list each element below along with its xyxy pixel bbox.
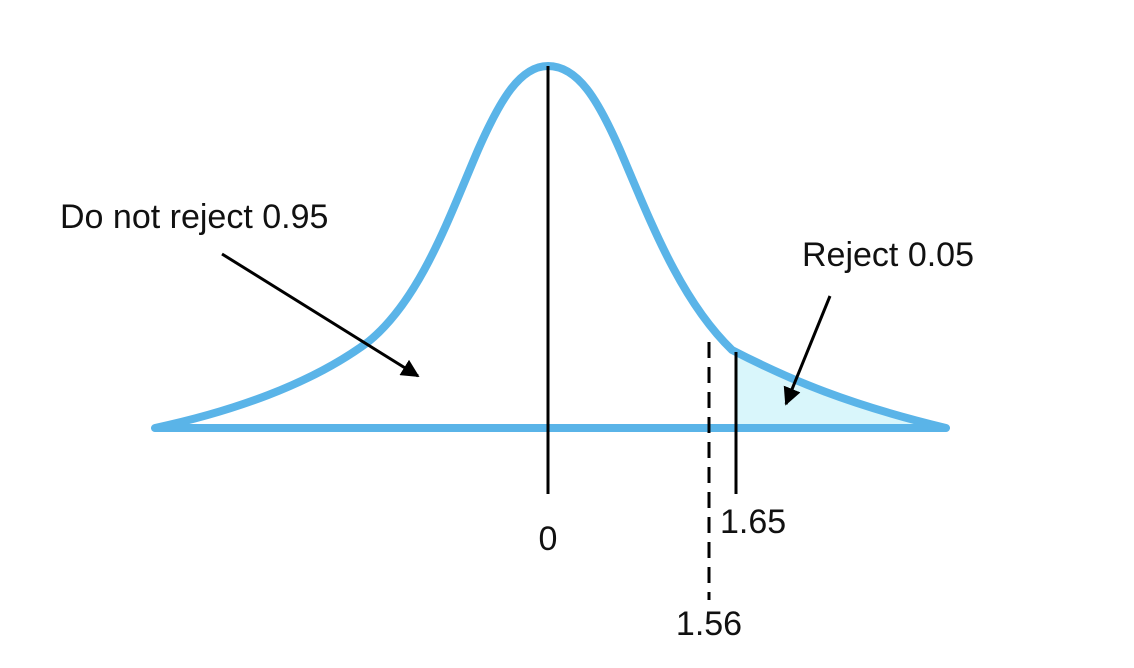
reject-label: Reject 0.05 [802,236,974,274]
rejection-region-fill [736,354,945,428]
tick-label-zero: 0 [539,520,558,558]
do-not-reject-label: Do not reject 0.95 [60,198,328,236]
reject-arrow [783,295,832,406]
tick-label-test-statistic: 1.56 [676,605,742,643]
do-not-reject-arrow [221,252,420,378]
tick-label-critical: 1.65 [720,503,786,541]
